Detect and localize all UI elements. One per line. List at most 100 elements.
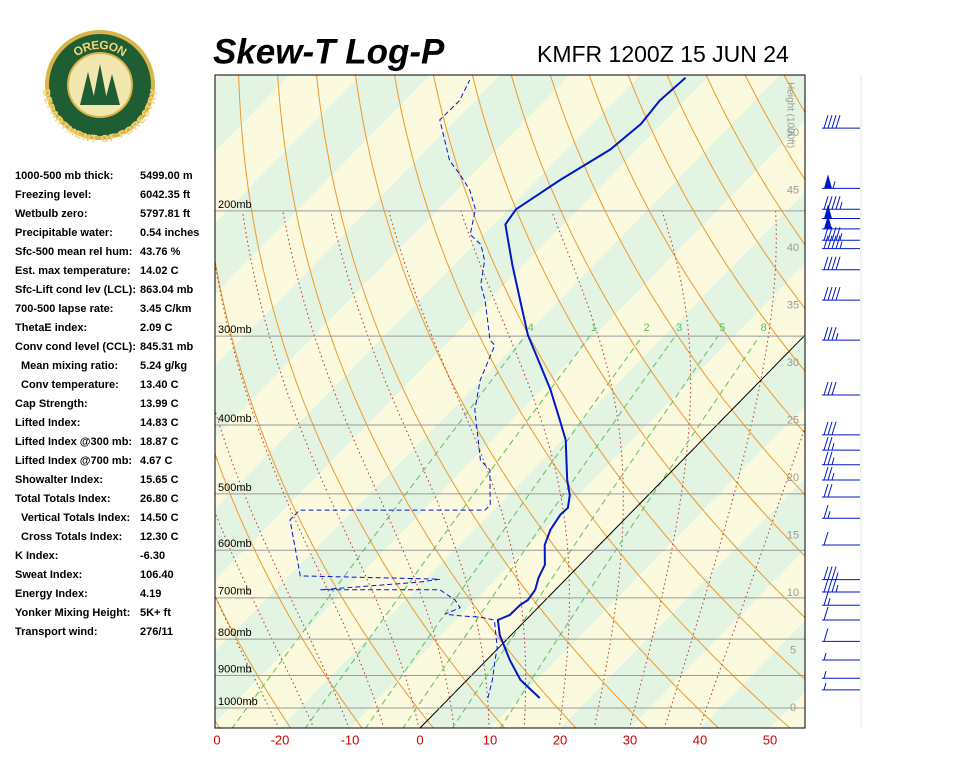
wind-barb: [822, 437, 860, 451]
index-label: Cap Strength:: [15, 398, 88, 410]
dry-adiabat: [316, 75, 648, 728]
moist-adiabat: [460, 210, 570, 728]
wind-barb-staff: [822, 606, 860, 621]
index-label: Conv temperature:: [21, 379, 119, 391]
wind-barb: [822, 682, 860, 691]
index-label: Mean mixing ratio:: [21, 360, 118, 372]
wind-barb: [822, 421, 860, 436]
index-value: 276/11: [140, 626, 173, 638]
wind-barb-staff: [822, 286, 860, 301]
isotherm-band: [490, 406, 805, 728]
wind-barb: [822, 174, 860, 189]
wind-barb-staff: [822, 181, 860, 189]
title: Skew-T Log-P: [213, 32, 445, 71]
index-value: 14.83 C: [140, 417, 179, 429]
isotherm-band: [560, 477, 805, 728]
wind-barb-staff: [822, 227, 860, 241]
index-value: 2.09 C: [140, 322, 172, 334]
wind-barb-staff: [822, 652, 860, 661]
plot-frame: [214, 74, 806, 729]
x-tick-label: -10: [341, 732, 360, 747]
moist-adiabat: [628, 210, 692, 728]
mixing-ratio-label: 8: [761, 322, 767, 334]
wind-barb: [822, 531, 860, 546]
index-label: Vertical Totals Index:: [21, 512, 130, 524]
mixing-ratio-label: 5: [719, 322, 725, 334]
wind-barb: [822, 505, 860, 519]
pressure-label: 700mb: [218, 586, 252, 598]
isotherm-band: [215, 75, 710, 581]
wind-barb-staff: [822, 235, 860, 250]
zero-isotherm: [419, 334, 805, 728]
mixing-ratio-label: .4: [525, 322, 534, 334]
wind-barb: [822, 451, 860, 466]
height-tick-label: 5: [790, 644, 796, 656]
index-value: 18.87 C: [140, 436, 179, 448]
dry-adiabat: [588, 75, 805, 434]
pressure-label: 800mb: [218, 627, 252, 639]
index-value: 14.50 C: [140, 512, 179, 524]
index-value: 13.40 C: [140, 379, 179, 391]
index-value: 12.30 C: [140, 531, 179, 543]
wind-barb: [822, 381, 860, 396]
wind-barb-staff: [822, 505, 860, 519]
wind-barb: [822, 652, 860, 661]
index-label: Lifted Index @700 mb:: [15, 455, 132, 467]
isotherm-band: [700, 620, 805, 728]
height-tick-label: 30: [787, 357, 799, 369]
pressure-label: 500mb: [218, 482, 252, 494]
wind-barb: [822, 466, 860, 481]
index-value: 5797.81 ft: [140, 208, 190, 220]
isotherm-band: [350, 263, 805, 728]
wind-barb: [822, 578, 860, 593]
isotherm-band: [280, 192, 805, 728]
indices: 1000-500 mb thick: 5499.00 m Freezing leve…: [15, 170, 199, 638]
wind-barb: [822, 566, 860, 581]
mixing-ratio-line: [365, 335, 644, 728]
moist-adiabat: [215, 409, 350, 728]
dry-adiabat: [215, 452, 363, 728]
index-label: 700-500 lapse rate:: [15, 303, 113, 315]
mixing-ratio-label: 2: [644, 322, 650, 334]
pressure-label: 200mb: [218, 199, 252, 211]
dry-adiabat: [238, 75, 506, 728]
index-label: Yonker Mixing Height:: [15, 607, 130, 619]
wind-barb: [822, 628, 860, 642]
height-tick-label: 25: [787, 414, 799, 426]
height-tick-label: 10: [787, 587, 799, 599]
wind-barb-staff: [822, 421, 860, 436]
height-tick-label: 40: [787, 242, 799, 254]
wind-barb: [822, 483, 860, 498]
pressure-label: 400mb: [218, 413, 252, 425]
wind-barb: [822, 114, 860, 129]
pressure-label: 300mb: [218, 324, 252, 336]
mixing-ratio-line: [402, 335, 676, 728]
dry-adiabat: [783, 75, 805, 114]
index-label: 1000-500 mb thick:: [15, 170, 113, 182]
mixing-ratio-label: 1: [591, 322, 597, 334]
logo-top: OREGON: [71, 38, 129, 59]
dry-adiabat: [215, 595, 292, 728]
mixing-ratio-line: [451, 335, 719, 728]
wind-barb-staff: [822, 578, 860, 593]
dry-adiabat: [471, 75, 805, 619]
wind-barb-staff: [822, 451, 860, 466]
index-value: 43.76 %: [140, 246, 181, 258]
dry-adiabat: [549, 75, 805, 496]
index-value: 106.40: [140, 569, 174, 581]
height-label: Height (1000ft): [784, 82, 795, 148]
wind-barb-staff: [822, 381, 860, 396]
index-value: 14.02 C: [140, 265, 179, 277]
index-label: K Index:: [15, 550, 58, 562]
index-value: 15.65 C: [140, 474, 179, 486]
height-tick-label: 20: [787, 472, 799, 484]
wind-barb-staff: [822, 256, 860, 271]
index-label: ThetaE index:: [15, 322, 87, 334]
height-tick-label: 15: [787, 529, 799, 541]
logo: OREGON DEPARTMENT OF FORESTRY: [40, 30, 160, 145]
isotherm-band: [215, 75, 220, 81]
index-label: Wetbulb zero:: [15, 208, 88, 220]
height-tick-label: 45: [787, 184, 799, 196]
index-label: Freezing level:: [15, 189, 91, 201]
index-label: Total Totals Index:: [15, 493, 111, 505]
